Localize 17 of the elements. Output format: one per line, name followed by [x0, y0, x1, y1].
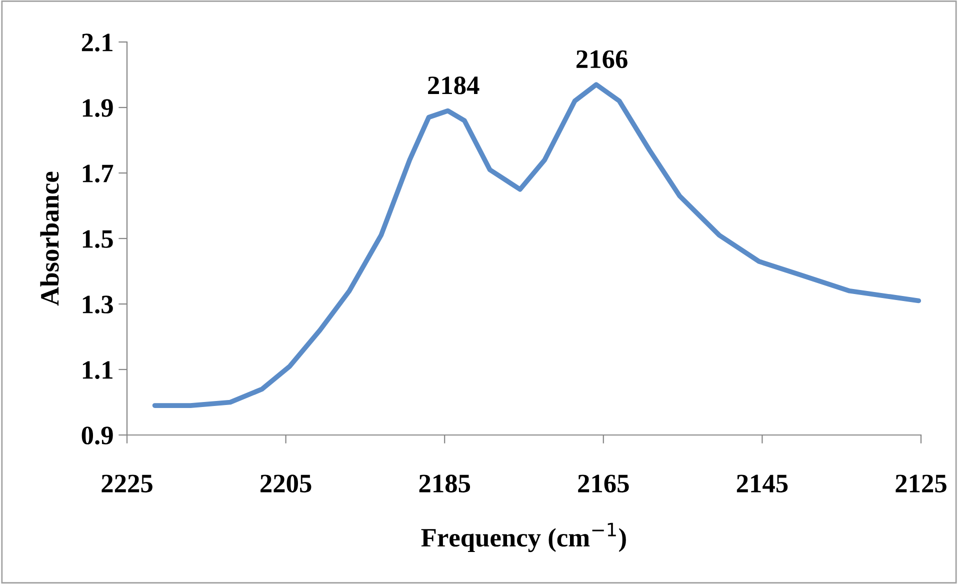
- x-tick-label: 2225: [102, 474, 152, 492]
- x-tick-label: 2185: [419, 474, 470, 492]
- annotation: 2166: [576, 50, 628, 68]
- x-tick-label: 2125: [896, 474, 946, 492]
- annotation: 2184: [428, 76, 480, 94]
- y-tick-label: 1.9: [82, 99, 113, 118]
- y-tick-label: 2.1: [82, 34, 112, 52]
- x-tick-label: 2145: [736, 474, 788, 492]
- x-tick-label: 2165: [578, 474, 629, 492]
- y-tick-label: 1.5: [82, 230, 113, 248]
- x-tick-label: 2205: [260, 474, 312, 492]
- y-tick-label: 1.1: [82, 361, 112, 380]
- y-tick-label: 0.9: [82, 426, 113, 445]
- x-axis-title: Frequency (cm$^{−1}$): [421, 522, 626, 552]
- y-tick-label: 1.7: [82, 164, 114, 183]
- y-tick-label: 1.3: [82, 296, 113, 314]
- y-axis-title: Absorbance: [40, 172, 59, 306]
